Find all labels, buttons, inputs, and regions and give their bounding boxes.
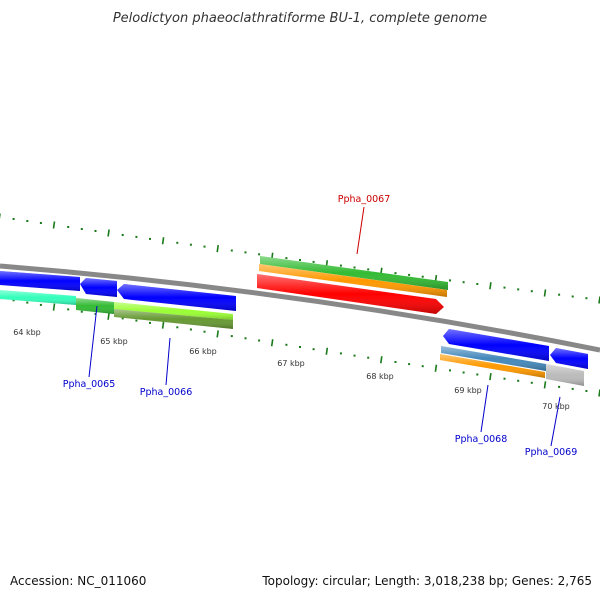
major-tick — [270, 339, 274, 347]
scale-label: 64 kbp — [13, 328, 41, 337]
major-tick — [216, 330, 219, 338]
genome-info-label: Topology: circular; Length: 3,018,238 bp… — [262, 574, 592, 588]
feature-track — [0, 256, 588, 386]
feature-bar-lime[interactable] — [114, 302, 233, 320]
gene-label-ppha-0067[interactable]: Ppha_0067 — [338, 194, 391, 205]
feature-bar-gray[interactable] — [546, 364, 584, 386]
gene-label-ppha-0066[interactable]: Ppha_0066 — [140, 387, 193, 398]
major-tick — [161, 237, 165, 245]
gene-label-ppha-0065[interactable]: Ppha_0065 — [63, 379, 116, 390]
leader-line-ppha-0065 — [88, 305, 98, 378]
major-tick — [52, 221, 56, 229]
cds-feature[interactable] — [0, 271, 80, 291]
scale-label: 69 kbp — [454, 386, 482, 395]
major-tick — [380, 356, 383, 364]
gene-label-ppha-0069[interactable]: Ppha_0069 — [525, 447, 578, 458]
major-tick — [543, 381, 547, 389]
map-title: Pelodictyon phaeoclathratiforme BU-1, co… — [113, 11, 487, 26]
feature-bar-green[interactable] — [260, 256, 448, 290]
leader-line-ppha-0066 — [165, 337, 171, 386]
scale-label: 67 kbp — [277, 359, 305, 368]
scale-label: 70 kbp — [542, 402, 570, 411]
feature-bar-green[interactable] — [76, 298, 114, 314]
cds-feature[interactable] — [117, 284, 236, 311]
major-tick — [52, 303, 56, 311]
major-tick — [325, 347, 329, 355]
major-tick — [216, 244, 219, 253]
cds-feature[interactable] — [550, 348, 588, 369]
major-tick — [107, 229, 110, 237]
leader-line-ppha-0069 — [550, 396, 561, 447]
leader-line-ppha-0068 — [480, 384, 489, 433]
scale-label: 65 kbp — [100, 337, 128, 346]
outer-tick-row — [0, 213, 600, 304]
major-tick — [489, 372, 492, 381]
cds-feature-ppha-0067[interactable] — [257, 274, 444, 314]
scale-label: 68 kbp — [366, 372, 394, 381]
major-tick — [543, 289, 547, 297]
accession-label: Accession: NC_011060 — [10, 574, 147, 588]
cds-feature[interactable] — [443, 329, 549, 361]
gene-label-ppha-0068[interactable]: Ppha_0068 — [455, 434, 508, 445]
feature-bar-orange[interactable] — [440, 354, 545, 378]
feature-bar-teal[interactable] — [0, 290, 76, 305]
feature-bar-olive[interactable] — [114, 309, 233, 329]
scale-label: 66 kbp — [189, 347, 217, 356]
leader-lines — [88, 206, 561, 447]
major-tick — [161, 321, 165, 329]
feature-bar-steel[interactable] — [441, 346, 546, 371]
major-tick — [107, 312, 110, 320]
major-tick — [489, 282, 492, 290]
feature-bar-orange[interactable] — [259, 264, 447, 297]
leader-line-ppha-0067 — [356, 206, 365, 255]
cds-feature[interactable] — [80, 278, 117, 297]
major-tick — [434, 364, 438, 372]
scale-labels: 64 kbp 65 kbp 66 kbp 67 kbp 68 kbp 69 kb… — [13, 328, 570, 411]
gene-labels: Ppha_0065 Ppha_0066 Ppha_0067 Ppha_0068 … — [63, 194, 578, 458]
genome-backbone — [0, 263, 600, 353]
